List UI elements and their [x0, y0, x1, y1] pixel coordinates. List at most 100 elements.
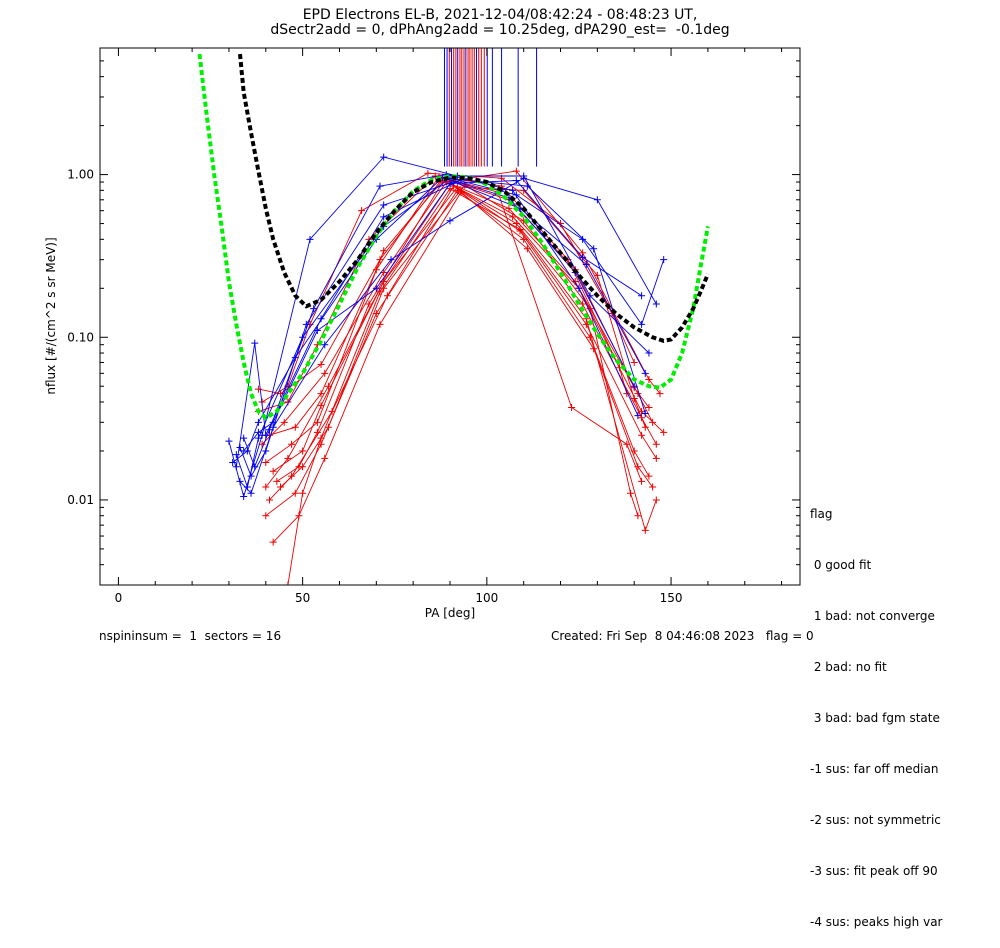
data-point [277, 483, 285, 491]
data-point [269, 418, 277, 426]
data-point [284, 581, 292, 585]
y-axis-label: nflux [#/(cm^2 s sr MeV)] [44, 237, 58, 394]
footer-right-info: Created: Fri Sep 8 04:46:08 2023 flag = … [551, 629, 814, 643]
data-point [446, 180, 454, 188]
data-point [280, 418, 288, 426]
data-point [638, 431, 646, 439]
flag-legend-item: 3 bad: bad fgm state [810, 711, 940, 725]
data-point [520, 235, 528, 243]
data-point [324, 423, 332, 431]
data-point [649, 483, 657, 491]
data-point [446, 217, 454, 225]
series-line [280, 184, 639, 516]
data-point [317, 434, 325, 442]
data-point [568, 404, 576, 412]
data-point [321, 454, 329, 462]
series-line [272, 191, 653, 543]
data-point [313, 428, 321, 436]
data-point [365, 300, 373, 308]
data-point [505, 204, 513, 212]
flag-legend-item: -4 sus: peaks high var [810, 915, 943, 929]
chart-plot: 0 50 100 150 0.01 0.10 1.00 PA [deg] nflux [#/… [44, 47, 801, 620]
data-point [265, 496, 273, 504]
data-point [623, 440, 631, 448]
data-point [380, 201, 388, 209]
data-point [593, 271, 601, 279]
data-point [313, 327, 321, 335]
data-point [295, 463, 303, 471]
series-line [287, 187, 657, 585]
chart-title-line-1: EPD Electrons EL-B, 2021-12-04/08:42:24 … [302, 7, 698, 23]
data-point [512, 220, 520, 228]
flag-legend-item: -1 sus: far off median [810, 762, 939, 776]
data-point [317, 402, 325, 410]
data-point [641, 423, 649, 431]
x-tick-label: 50 [295, 591, 310, 605]
series-line [269, 185, 657, 501]
data-point [302, 320, 310, 328]
data-point [387, 256, 395, 264]
data-point [376, 288, 384, 296]
data-point [575, 284, 583, 292]
data-point [299, 447, 307, 455]
data-point [557, 220, 565, 228]
data-point [291, 489, 299, 497]
data-point [376, 320, 384, 328]
data-point [232, 451, 240, 459]
data-point [254, 385, 262, 393]
data-point [453, 183, 461, 191]
data-point [656, 390, 664, 398]
data-point [579, 235, 587, 243]
data-point [638, 320, 646, 328]
data-point [376, 182, 384, 190]
data-point [523, 245, 531, 253]
data-point [254, 418, 262, 426]
chart-title-line-2: dSectr2add = 0, dPhAng2add = 10.25deg, d… [270, 22, 730, 38]
data-point [586, 333, 594, 341]
data-point [254, 428, 262, 436]
data-point [310, 305, 318, 313]
data-point [247, 472, 255, 480]
data-point [306, 235, 314, 243]
data-point [634, 412, 642, 420]
data-point [645, 472, 653, 480]
data-point [590, 245, 598, 253]
data-point [262, 512, 270, 520]
data-point [641, 409, 649, 417]
data-point [262, 458, 270, 466]
data-point [313, 418, 321, 426]
data-point [509, 186, 517, 194]
data-point [641, 369, 649, 377]
data-point [520, 186, 528, 194]
data-point [630, 395, 638, 403]
data-point [660, 428, 668, 436]
data-point [247, 489, 255, 497]
data-point [579, 253, 587, 261]
data-point [645, 404, 653, 412]
data-point [321, 341, 329, 349]
flag-legend-title: flag [810, 507, 833, 521]
series-line [243, 180, 642, 452]
data-point [269, 538, 277, 546]
flag-legend-item: 1 bad: not converge [810, 609, 935, 623]
data-point [380, 213, 388, 221]
data-point [232, 463, 240, 471]
data-point [638, 292, 646, 300]
data-point [641, 526, 649, 534]
plot-frame [99, 47, 801, 586]
data-point [634, 512, 642, 520]
data-point [512, 176, 520, 184]
data-point [291, 354, 299, 362]
data-point [240, 434, 248, 442]
data-point [380, 153, 388, 161]
x-tick-label: 100 [475, 591, 498, 605]
data-point [645, 376, 653, 383]
data-point [582, 261, 590, 269]
data-point [225, 437, 233, 445]
data-point [523, 182, 531, 190]
data-point [236, 444, 244, 452]
data-point [520, 174, 528, 182]
series-line [265, 189, 650, 517]
data-point [627, 489, 635, 497]
flag-legend-item: 0 good fit [810, 558, 872, 572]
